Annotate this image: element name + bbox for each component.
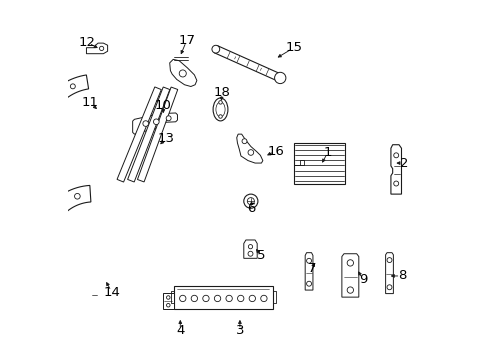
Circle shape	[260, 295, 266, 302]
Circle shape	[247, 150, 253, 155]
Circle shape	[274, 72, 285, 84]
Circle shape	[61, 200, 67, 206]
Circle shape	[386, 285, 391, 290]
Circle shape	[306, 258, 311, 263]
Circle shape	[393, 181, 398, 186]
Polygon shape	[305, 253, 312, 290]
Circle shape	[386, 258, 391, 262]
Circle shape	[346, 260, 353, 266]
Polygon shape	[137, 87, 177, 182]
Polygon shape	[390, 145, 401, 194]
Circle shape	[247, 198, 254, 205]
Circle shape	[179, 70, 186, 77]
Circle shape	[153, 119, 159, 125]
Circle shape	[166, 116, 171, 121]
Circle shape	[203, 295, 209, 302]
Circle shape	[51, 211, 56, 216]
Text: 14: 14	[103, 286, 120, 299]
Bar	[293, 143, 345, 184]
Circle shape	[248, 244, 252, 249]
Polygon shape	[35, 185, 91, 265]
Circle shape	[70, 84, 75, 89]
Text: 1: 1	[323, 146, 331, 159]
Polygon shape	[385, 253, 392, 294]
Text: 18: 18	[213, 86, 229, 99]
Ellipse shape	[216, 102, 224, 117]
Circle shape	[45, 106, 50, 111]
Text: 8: 8	[397, 270, 405, 283]
Circle shape	[218, 100, 222, 104]
Polygon shape	[244, 240, 257, 258]
Polygon shape	[127, 87, 169, 182]
Text: 13: 13	[157, 132, 174, 145]
Circle shape	[39, 122, 44, 127]
Circle shape	[166, 296, 170, 299]
Circle shape	[306, 281, 311, 286]
Circle shape	[99, 46, 103, 50]
Circle shape	[218, 115, 222, 118]
Circle shape	[248, 295, 255, 302]
Text: 15: 15	[285, 41, 302, 54]
Polygon shape	[33, 75, 88, 153]
Polygon shape	[86, 43, 107, 54]
Circle shape	[211, 45, 219, 53]
Polygon shape	[236, 134, 263, 163]
Ellipse shape	[213, 98, 227, 121]
Circle shape	[191, 295, 197, 302]
Circle shape	[179, 295, 185, 302]
Circle shape	[214, 295, 220, 302]
Text: 4: 4	[176, 324, 184, 337]
Circle shape	[166, 303, 170, 307]
Circle shape	[142, 121, 148, 126]
Text: 6: 6	[247, 202, 255, 215]
Circle shape	[346, 287, 353, 293]
Circle shape	[56, 93, 61, 98]
Circle shape	[242, 139, 246, 144]
Circle shape	[247, 251, 252, 256]
Circle shape	[225, 295, 232, 302]
Polygon shape	[132, 113, 177, 134]
Bar	[163, 293, 174, 310]
Text: 11: 11	[81, 96, 98, 109]
Text: 7: 7	[307, 262, 316, 275]
Text: 5: 5	[257, 249, 265, 262]
Bar	[174, 286, 272, 309]
Circle shape	[393, 153, 398, 158]
Circle shape	[244, 194, 257, 208]
Polygon shape	[169, 59, 197, 86]
Text: 2: 2	[399, 157, 407, 170]
Polygon shape	[341, 254, 358, 297]
Circle shape	[237, 295, 244, 302]
Polygon shape	[117, 87, 161, 182]
Text: 9: 9	[358, 273, 366, 286]
Circle shape	[74, 193, 80, 199]
Text: 3: 3	[235, 324, 244, 337]
Polygon shape	[214, 46, 281, 81]
Text: 17: 17	[178, 34, 195, 47]
Text: 12: 12	[79, 36, 96, 49]
Text: 16: 16	[266, 145, 284, 158]
Text: 10: 10	[155, 99, 171, 112]
